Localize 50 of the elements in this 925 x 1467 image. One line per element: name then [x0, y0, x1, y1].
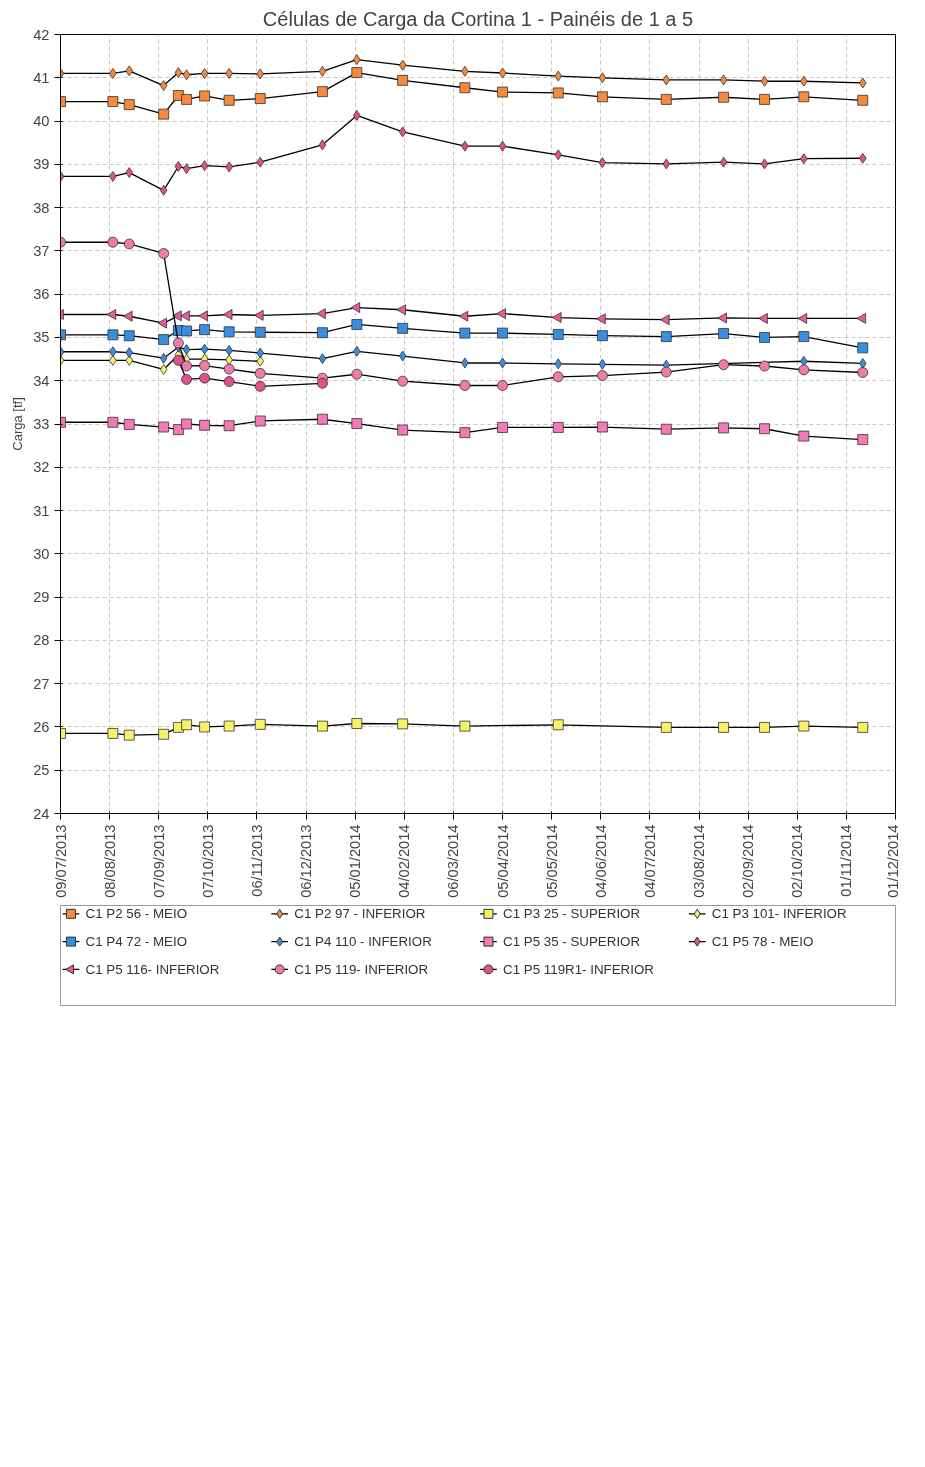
- x-tick-label: 04/07/2014: [641, 824, 658, 898]
- y-tick-label: 37: [33, 242, 50, 259]
- y-tick-label: 30: [33, 545, 50, 562]
- y-tick-label: 28: [33, 632, 50, 649]
- legend-label: C1 P4 72 - MEIO: [85, 934, 188, 950]
- x-tick-label: 01/11/2014: [838, 824, 855, 897]
- x-tick-label: 03/08/2014: [691, 824, 708, 898]
- y-tick-label: 25: [33, 762, 50, 779]
- x-tick-label: 02/10/2014: [789, 824, 806, 898]
- x-tick-label: 05/05/2014: [543, 824, 560, 898]
- x-tick-label: 05/04/2014: [494, 824, 511, 898]
- legend-label: C1 P5 116- INFERIOR: [85, 961, 220, 977]
- y-tick-label: 40: [33, 113, 50, 130]
- legend-label: C1 P5 119R1- INFERIOR: [503, 961, 654, 977]
- x-tick-label: 01/12/2014: [884, 824, 901, 898]
- x-tick-label: 05/01/2014: [347, 824, 364, 898]
- x-tick-label: 02/09/2014: [740, 824, 757, 898]
- y-tick-label: 39: [33, 156, 50, 173]
- legend-label: C1 P2 56 - MEIO: [85, 906, 188, 922]
- x-tick-label: 06/11/2013: [248, 824, 265, 897]
- y-tick-label: 32: [33, 459, 50, 476]
- x-tick-label: 04/02/2014: [396, 824, 413, 898]
- x-tick-label: 04/06/2014: [592, 824, 609, 898]
- x-tick-label: 09/07/2013: [52, 824, 69, 898]
- y-tick-label: 38: [33, 199, 50, 216]
- legend-label: C1 P4 110 - INFERIOR: [294, 934, 432, 950]
- legend-label: C1 P5 119- INFERIOR: [294, 961, 429, 977]
- y-tick-label: 35: [33, 329, 50, 346]
- chart-title: Células de Carga da Cortina 1 - Painéis de 1 a 5: [262, 7, 694, 30]
- y-tick-label: 27: [33, 675, 50, 692]
- y-tick-label: 33: [33, 416, 50, 432]
- y-tick-label: 41: [33, 69, 50, 86]
- legend-label: C1 P5 78 - MEIO: [711, 934, 814, 950]
- x-tick-label: 07/09/2013: [150, 824, 167, 898]
- y-tick-label: 31: [33, 502, 50, 519]
- y-tick-label: 36: [33, 286, 50, 303]
- legend-label: C1 P5 35 - SUPERIOR: [503, 934, 641, 950]
- y-tick-label: 34: [33, 372, 50, 389]
- x-tick-label: 06/03/2014: [445, 824, 462, 898]
- y-axis-title: Carga [tf]: [10, 397, 26, 451]
- legend-label: C1 P2 97 - INFERIOR: [294, 906, 426, 922]
- legend-label: C1 P3 25 - SUPERIOR: [503, 906, 641, 922]
- x-tick-label: 08/08/2013: [101, 824, 118, 898]
- y-tick-label: 26: [33, 718, 50, 735]
- x-tick-label: 06/12/2013: [298, 824, 315, 898]
- legend-label: C1 P3 101- INFERIOR: [711, 906, 847, 922]
- y-tick-label: 24: [33, 805, 50, 822]
- y-tick-label: 42: [33, 26, 50, 43]
- x-tick-label: 07/10/2013: [199, 824, 216, 898]
- y-tick-label: 29: [33, 589, 50, 606]
